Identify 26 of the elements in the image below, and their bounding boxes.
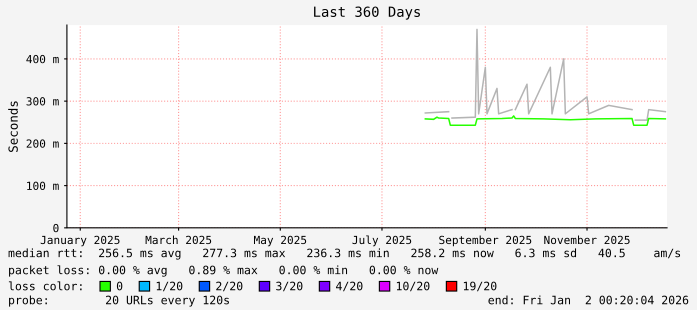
legend-label: 0 — [116, 282, 122, 290]
legend-label: 1/20 — [156, 282, 182, 292]
legend-label: 4/20 — [336, 282, 362, 292]
legend-label: 3/20 — [276, 282, 302, 292]
text: end: Fri Jan 2 00:20:04 2026 — [488, 295, 688, 304]
legend-label: 10/20 — [396, 282, 430, 292]
text: packet loss: 0.00 % avg 0.89 % max 0.00 % min 0.00 % now — [9, 265, 438, 277]
x-tick-label: July 2025 — [352, 235, 412, 246]
x-tick-label: September 2025 — [439, 236, 532, 246]
y-axis-title: Seconds — [8, 101, 18, 152]
y-tick-label: 100 m — [27, 182, 59, 190]
text: median rtt: 256.5 ms avg 277.3 ms max 236.3 ms min 258.2 ms now 6.3 ms sd 40.5 am/s — [8, 248, 680, 260]
x-tick-label: January 2025 — [40, 236, 120, 246]
chart-title: Last 360 Days — [314, 6, 420, 20]
y-tick-label: 400 m — [26, 54, 59, 64]
y-tick-label: 300 m — [26, 97, 59, 106]
legend-label: 2/20 — [216, 282, 242, 292]
legend-title: loss color: — [8, 281, 82, 290]
x-tick-label: May 2025 — [254, 236, 306, 246]
line-series — [424, 115, 666, 126]
y-tick-label: 0 — [53, 224, 59, 232]
text: probe: 20 URLs every 120s — [9, 295, 229, 307]
x-tick-label: November 2025 — [544, 236, 630, 244]
x-tick-label: March 2025 — [146, 236, 212, 244]
legend-label: 19/20 — [464, 282, 496, 292]
y-tick-label: 200 m — [26, 139, 59, 148]
